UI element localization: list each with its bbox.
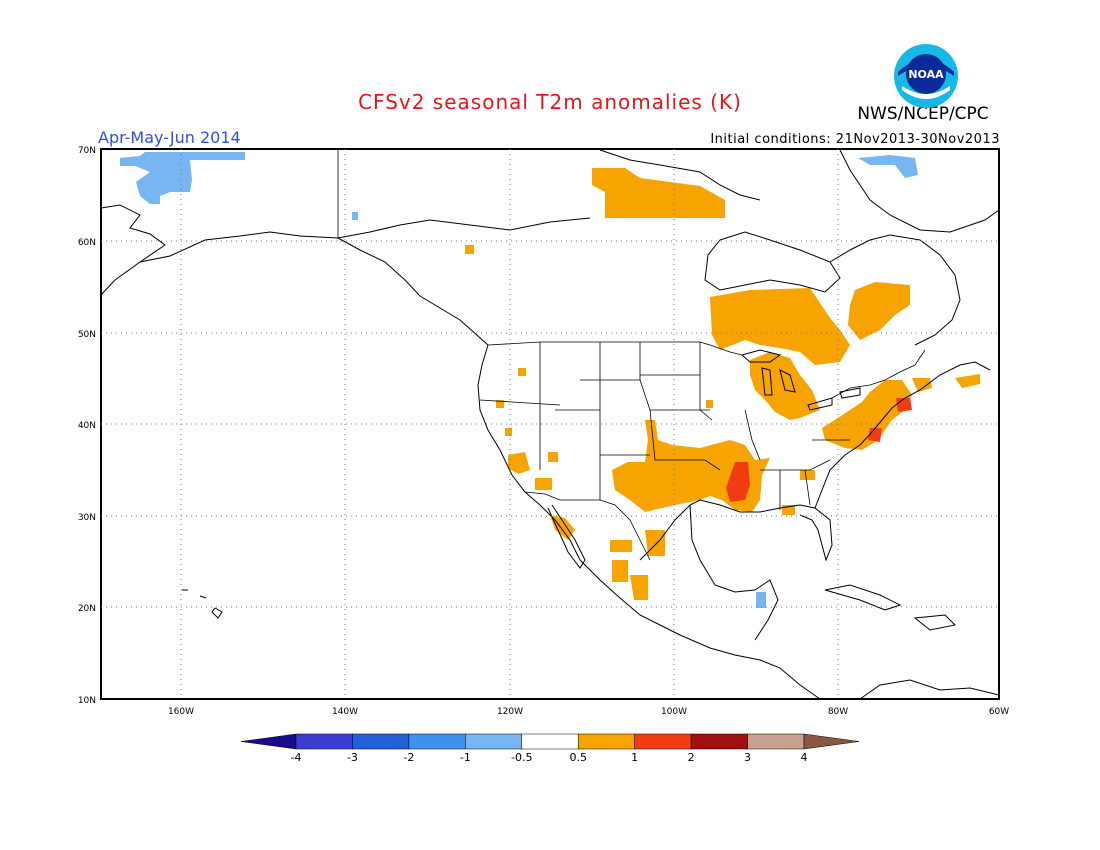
forecast-period-label: Apr-May-Jun 2014 xyxy=(98,128,241,147)
lat-label: 60N xyxy=(78,238,96,248)
cool-anomaly-regions xyxy=(120,152,918,608)
lon-label: 140W xyxy=(332,707,358,717)
colorbar-label: -0.5 xyxy=(511,751,532,764)
colorbar-swatch xyxy=(690,733,748,750)
lat-label: 20N xyxy=(78,604,96,614)
noaa-logo: NOAA xyxy=(894,44,958,108)
agency-label: NWS/NCEP/CPC xyxy=(857,104,989,124)
colorbar-swatch xyxy=(240,733,297,750)
colorbar-swatch xyxy=(295,733,353,750)
lon-label: 80W xyxy=(828,707,848,717)
lat-label: 40N xyxy=(78,421,96,431)
colorbar-label: 2 xyxy=(688,751,695,764)
longitude-labels: 160W 140W 120W 100W 80W 60W xyxy=(168,707,1009,717)
lat-label: 30N xyxy=(78,513,96,523)
latitude-labels: 70N 60N 50N 40N 30N 20N 10N xyxy=(78,146,96,706)
colorbar-swatch xyxy=(352,733,410,750)
initial-conditions-label: Initial conditions: 21Nov2013-30Nov2013 xyxy=(710,132,1000,147)
colorbar-swatch xyxy=(803,733,860,750)
lon-label: 120W xyxy=(497,707,523,717)
lat-label: 10N xyxy=(78,696,96,706)
colorbar-label: 0.5 xyxy=(569,751,587,764)
colorbar-label: 4 xyxy=(801,751,808,764)
colorbar-swatch xyxy=(634,733,692,750)
lon-label: 160W xyxy=(168,707,194,717)
colorbar-swatch xyxy=(747,733,805,750)
lon-label: 100W xyxy=(661,707,687,717)
colorbar-swatch xyxy=(577,733,635,750)
great-lakes xyxy=(740,349,861,411)
colorbar-label: -2 xyxy=(403,751,414,764)
colorbar-swatch xyxy=(521,733,579,750)
political-borders xyxy=(337,150,926,561)
logo-text: NOAA xyxy=(908,68,944,81)
colorbar-swatch xyxy=(465,733,523,750)
colorbar-swatch xyxy=(408,733,466,750)
colorbar-label: -1 xyxy=(460,751,471,764)
colorbar-legend: -4 -3 -2 -1 -0.5 0.5 1 2 3 4 xyxy=(240,733,860,764)
lat-label: 70N xyxy=(78,146,96,156)
lat-label: 50N xyxy=(78,330,96,340)
colorbar-label: 3 xyxy=(744,751,751,764)
map-title: CFSv2 seasonal T2m anomalies (K) xyxy=(358,90,742,114)
graticule xyxy=(101,149,999,699)
colorbar-label: -3 xyxy=(347,751,358,764)
colorbar-label: 1 xyxy=(631,751,638,764)
colorbar-label: -4 xyxy=(291,751,302,764)
lon-label: 60W xyxy=(989,707,1009,717)
